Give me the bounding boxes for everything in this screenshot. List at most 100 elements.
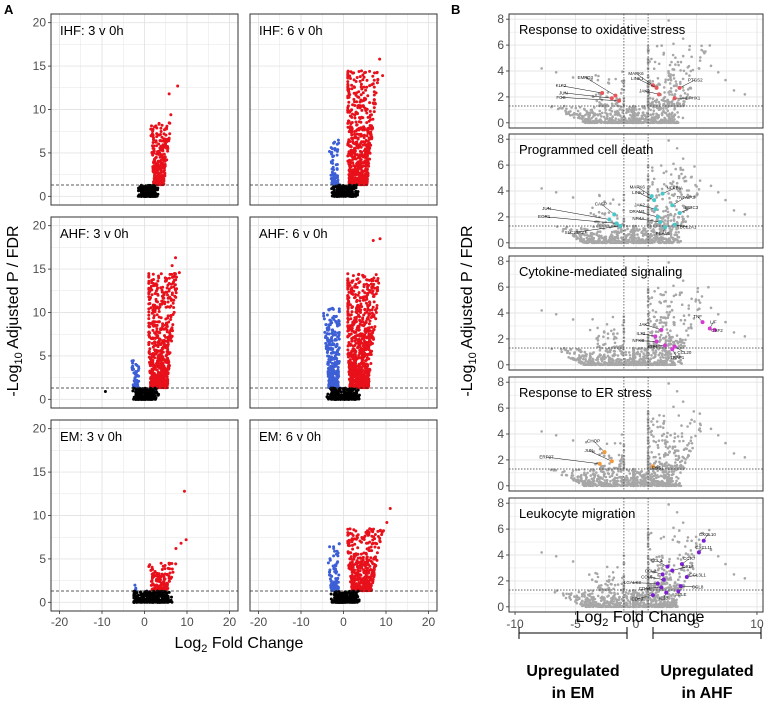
data-point [336, 186, 340, 190]
data-point [146, 186, 150, 190]
x-tick-label: -10 [93, 615, 111, 629]
data-point [372, 110, 376, 114]
data-point [370, 286, 374, 290]
data-point [165, 584, 169, 588]
data-point [332, 547, 336, 550]
data-point [367, 337, 371, 340]
data-point [346, 287, 350, 291]
data-point [173, 283, 177, 287]
data-point [175, 275, 178, 279]
data-point [372, 98, 376, 102]
data-point [151, 375, 155, 379]
data-point [337, 319, 341, 323]
data-point [332, 356, 336, 360]
data-point [350, 108, 354, 112]
data-point [332, 154, 336, 158]
data-point [147, 313, 151, 317]
data-point [151, 367, 155, 371]
data-point [134, 392, 138, 396]
data-point [334, 580, 338, 583]
data-point [155, 194, 159, 198]
data-point [139, 591, 143, 595]
data-point [328, 374, 331, 378]
data-point [372, 300, 376, 304]
data-point [350, 133, 354, 137]
data-point [156, 292, 160, 296]
data-point [152, 382, 156, 386]
data-point [166, 340, 170, 344]
data-point [375, 71, 379, 75]
data-point [356, 146, 360, 150]
data-point [358, 372, 362, 375]
data-point [356, 338, 360, 342]
data-point [329, 379, 333, 383]
data-point [346, 272, 350, 276]
data-point [375, 542, 379, 546]
data-point [371, 314, 375, 317]
data-point [361, 334, 365, 338]
data-point [359, 302, 363, 306]
data-point [147, 292, 151, 296]
data-point [336, 138, 340, 142]
data-point [355, 140, 359, 144]
data-point [358, 159, 362, 163]
data-point [353, 100, 356, 104]
data-point [152, 284, 156, 288]
plot-title: IHF: 3 v 0h [60, 23, 124, 38]
data-point [357, 281, 361, 285]
data-point [157, 152, 161, 156]
data-point [370, 325, 374, 329]
data-point [378, 57, 382, 61]
data-point [157, 320, 161, 324]
data-point [151, 600, 155, 604]
data-point [366, 293, 370, 297]
data-point [366, 287, 370, 291]
data-point [158, 337, 162, 341]
data-point [165, 146, 169, 150]
data-point [162, 327, 166, 331]
data-point [358, 318, 362, 322]
data-point [358, 299, 362, 303]
data-point [331, 158, 335, 162]
data-point [162, 600, 166, 604]
data-point [151, 597, 154, 601]
data-point [168, 571, 172, 575]
data-point [161, 356, 165, 359]
data-point [372, 294, 376, 298]
data-point [331, 161, 335, 165]
data-point [167, 320, 171, 324]
data-point [378, 237, 382, 241]
data-point [167, 360, 171, 364]
data-point [165, 329, 169, 333]
data-point [161, 350, 164, 354]
data-point [332, 342, 335, 346]
data-point [354, 293, 358, 297]
data-point [374, 292, 378, 296]
data-point [174, 256, 178, 260]
data-point [160, 361, 164, 365]
data-point [156, 377, 160, 381]
data-point [357, 273, 361, 277]
data-point [148, 296, 152, 300]
data-point [152, 136, 155, 140]
data-point [365, 134, 369, 138]
data-point [361, 143, 365, 147]
data-point [139, 394, 143, 398]
data-point [365, 181, 369, 185]
series-ns [103, 386, 161, 401]
data-point [352, 164, 356, 168]
data-point [359, 369, 363, 373]
series-ns [330, 183, 360, 198]
data-point [346, 70, 350, 74]
data-point [359, 134, 363, 138]
data-point [364, 70, 367, 74]
data-point [334, 357, 338, 361]
data-point [330, 371, 334, 374]
data-point [352, 91, 356, 95]
data-point [135, 594, 138, 598]
data-point [154, 139, 158, 143]
data-point [174, 562, 178, 566]
volcano-panel-2: IHF: 6 v 0h [249, 13, 438, 206]
data-point [135, 384, 139, 388]
